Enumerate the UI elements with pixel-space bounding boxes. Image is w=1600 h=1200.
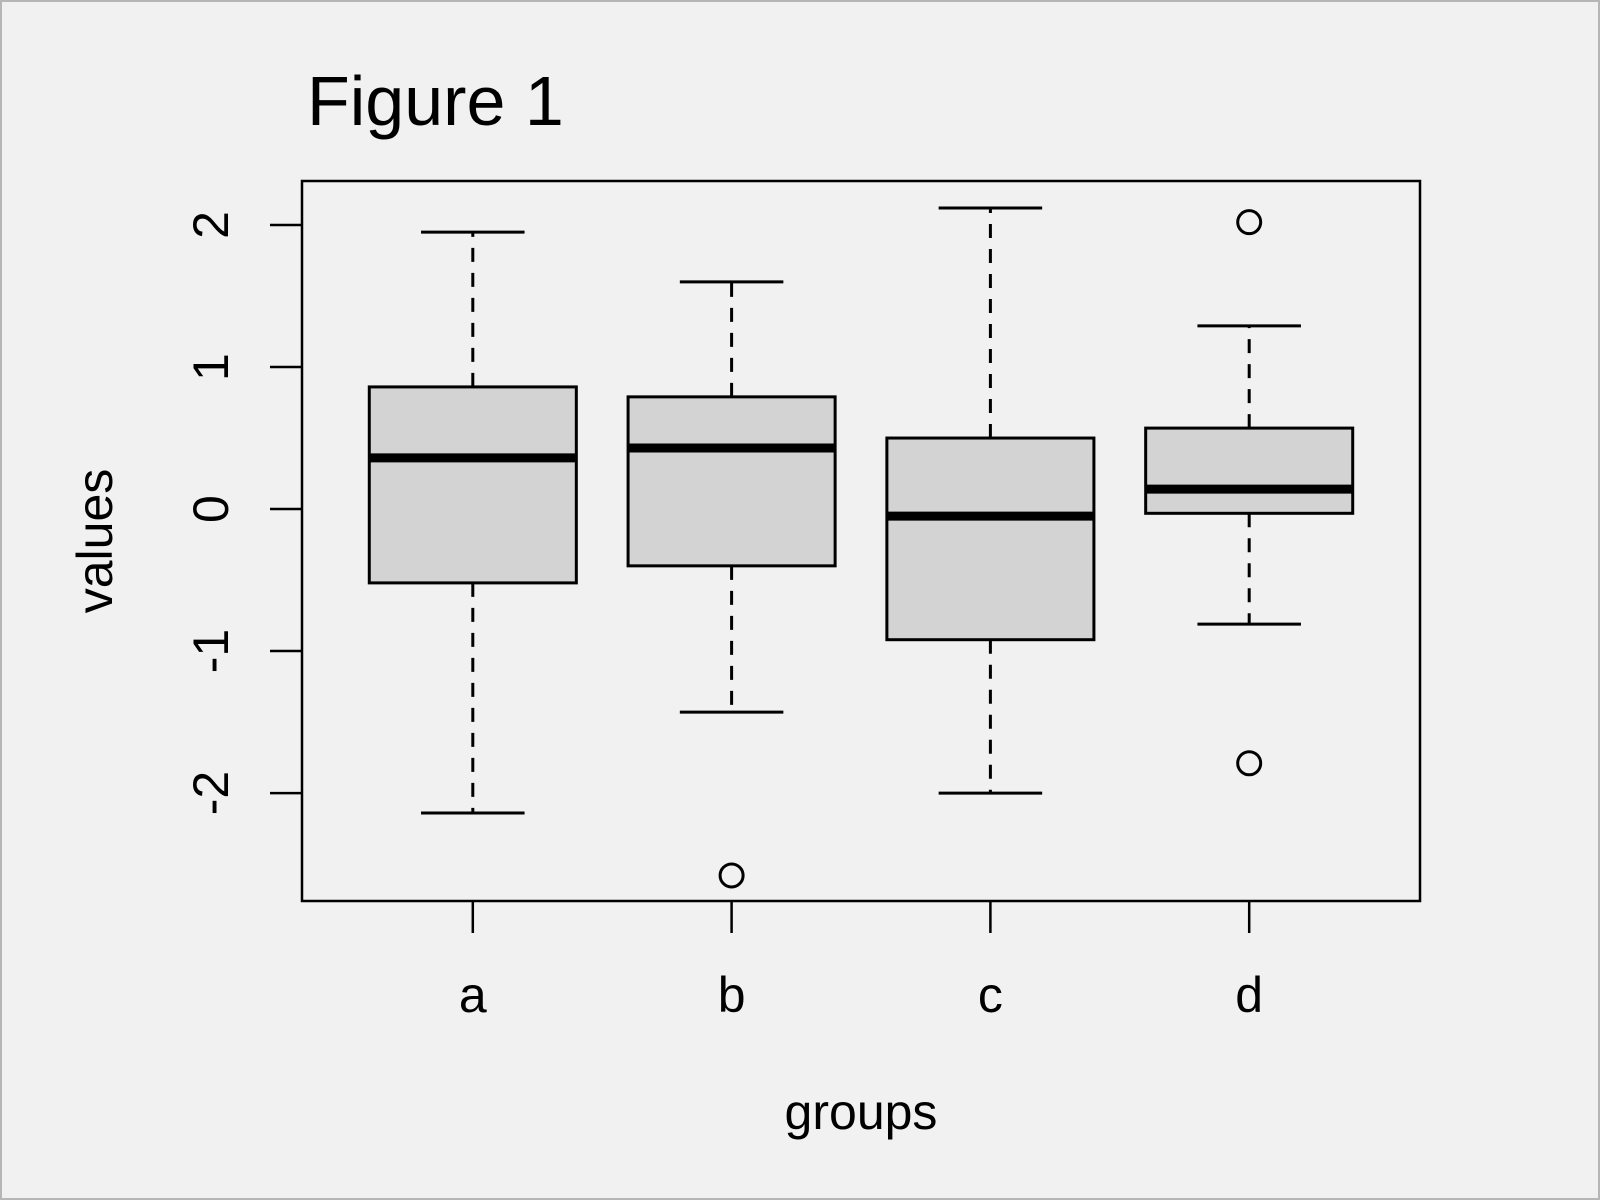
x-tick-label: a: [459, 967, 487, 1023]
y-axis: -2 -1 0 1 2: [183, 211, 302, 815]
iqr-box: [626, 395, 837, 568]
y-axis-label: values: [67, 469, 123, 614]
outlier-point: [718, 862, 745, 889]
boxplot-series: [367, 206, 1355, 889]
boxplot-c: [885, 206, 1096, 795]
plot-frame: [300, 179, 1422, 903]
y-tick-label: -1: [183, 629, 239, 673]
x-axis: a b c d: [459, 901, 1263, 1023]
boxplot-b: [626, 280, 837, 889]
y-tick-label: 1: [183, 353, 239, 381]
x-tick-label: c: [978, 967, 1003, 1023]
y-tick-label: 0: [183, 495, 239, 523]
x-axis-label: groups: [785, 1084, 938, 1140]
y-tick-label: 2: [183, 211, 239, 239]
x-tick-label: b: [718, 967, 746, 1023]
x-tick-label: d: [1235, 967, 1263, 1023]
iqr-box: [367, 385, 578, 585]
y-tick-label: -2: [183, 771, 239, 815]
boxplot-d: [1144, 209, 1355, 777]
outlier-point: [1236, 209, 1263, 236]
boxplot-a: [367, 230, 578, 815]
figure-title: Figure 1: [307, 62, 564, 140]
iqr-box: [1144, 426, 1355, 515]
iqr-box: [885, 436, 1096, 642]
outlier-point: [1236, 750, 1263, 777]
